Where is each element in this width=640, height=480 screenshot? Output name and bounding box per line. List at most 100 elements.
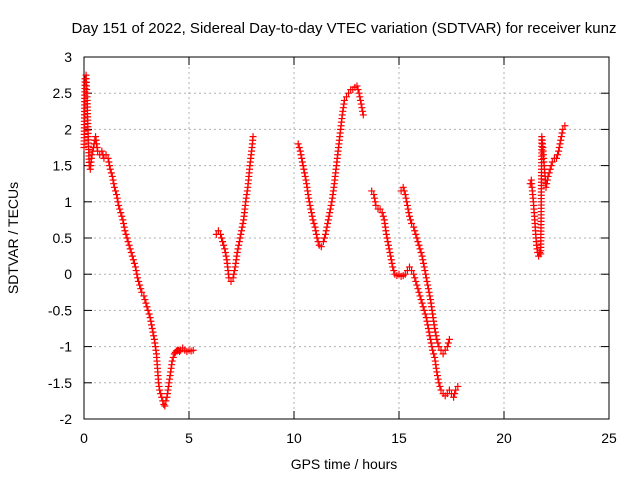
data-point	[105, 158, 113, 166]
series-arc2	[212, 133, 257, 285]
data-point	[297, 151, 305, 159]
data-point	[384, 238, 392, 246]
y-tick-label: -2	[60, 411, 73, 427]
data-point	[555, 147, 563, 155]
data-point	[417, 296, 425, 304]
data-point	[424, 281, 432, 289]
data-point	[378, 209, 386, 217]
data-point	[302, 176, 310, 184]
data-point	[307, 205, 315, 213]
data-point	[543, 176, 551, 184]
data-point	[221, 245, 229, 253]
data-point	[559, 125, 567, 133]
data-point	[425, 328, 433, 336]
data-point	[128, 252, 136, 260]
series-arc5	[526, 122, 569, 260]
data-point	[387, 256, 395, 264]
data-point	[189, 346, 197, 354]
data-point	[87, 154, 95, 162]
data-point	[403, 198, 411, 206]
data-point	[231, 267, 238, 275]
data-point	[116, 205, 124, 213]
data-point	[383, 234, 391, 242]
data-point	[298, 158, 306, 166]
data-point	[161, 402, 169, 410]
data-point	[137, 285, 145, 293]
data-point	[548, 158, 556, 166]
data-point	[414, 285, 422, 293]
data-point	[406, 212, 413, 220]
data-point	[413, 234, 421, 242]
data-point	[131, 263, 139, 271]
data-point	[119, 216, 127, 224]
series-arc3	[294, 82, 367, 251]
data-point	[235, 241, 243, 249]
data-point	[401, 191, 409, 199]
data-point	[312, 230, 320, 238]
x-tick-label: 10	[286, 430, 302, 446]
x-tick-label: 20	[496, 430, 512, 446]
data-point	[401, 270, 409, 278]
data-point	[419, 303, 427, 311]
x-axis-label: GPS time / hours	[291, 456, 398, 472]
data-point	[411, 227, 419, 235]
data-point	[229, 274, 237, 282]
data-point	[355, 89, 363, 97]
data-point	[412, 230, 420, 238]
data-point	[359, 111, 367, 119]
y-tick-label: -1.5	[48, 375, 72, 391]
data-point	[88, 151, 96, 159]
data-point	[110, 180, 118, 188]
data-point	[107, 169, 115, 177]
data-point	[427, 335, 434, 343]
data-point	[417, 248, 425, 256]
data-point	[340, 96, 348, 104]
data-point	[157, 390, 165, 398]
y-tick-label: -1	[60, 339, 73, 355]
data-point	[156, 386, 164, 394]
y-tick-label: 2.5	[53, 85, 73, 101]
data-point	[120, 220, 128, 228]
data-point	[324, 220, 332, 228]
data-point	[296, 147, 304, 155]
data-point	[142, 299, 150, 307]
data-point	[168, 357, 176, 365]
y-axis-label: SDTVAR / TECUs	[5, 182, 21, 294]
data-point	[434, 372, 441, 380]
data-point	[399, 183, 407, 191]
data-point	[405, 209, 413, 217]
x-tick-label: 0	[80, 430, 88, 446]
data-point	[389, 263, 397, 271]
data-point	[441, 346, 449, 354]
y-tick-labels: -2 -1.5 -1 -0.5 0 0.5 1 1.5 2 2.5 3	[48, 49, 72, 427]
data-point	[416, 292, 424, 300]
series-arc4	[368, 187, 462, 401]
data-point	[452, 386, 460, 394]
series-arc4b	[397, 183, 453, 358]
x-tick-label: 15	[391, 430, 407, 446]
data-point	[295, 144, 303, 151]
y-tick-label: 1.5	[53, 158, 73, 174]
data-point	[106, 165, 114, 173]
data-point	[423, 277, 431, 285]
data-point	[427, 339, 435, 347]
x-tick-label: 5	[185, 430, 193, 446]
data-point	[238, 223, 246, 231]
data-point	[169, 353, 177, 361]
data-point	[118, 212, 126, 220]
data-point	[313, 234, 321, 242]
data-point	[320, 234, 328, 242]
data-point	[312, 227, 320, 235]
data-points	[80, 71, 569, 410]
data-point	[305, 194, 313, 202]
data-point	[326, 209, 334, 217]
y-tick-label: 0.5	[53, 230, 73, 246]
data-point	[220, 241, 228, 249]
data-point	[557, 136, 565, 144]
data-point	[124, 238, 132, 246]
data-point	[426, 332, 434, 340]
data-point	[114, 198, 122, 206]
data-point	[420, 259, 427, 267]
data-point	[435, 343, 443, 351]
data-point	[431, 325, 439, 332]
